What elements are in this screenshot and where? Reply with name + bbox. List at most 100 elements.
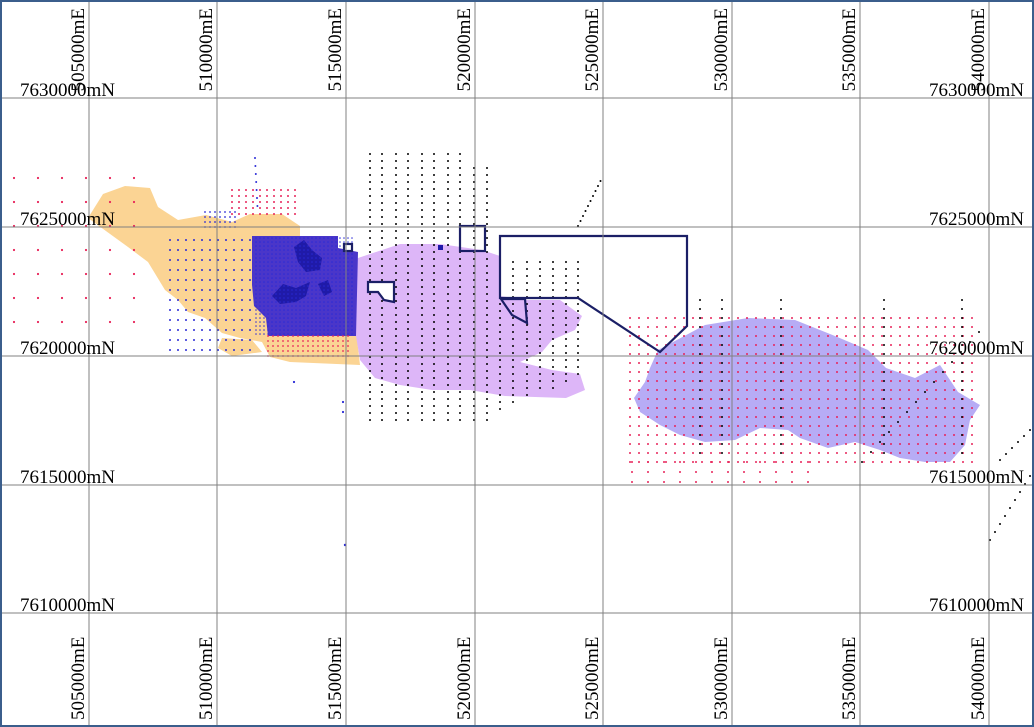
drill-collar <box>890 416 892 418</box>
drill-collar <box>961 299 963 301</box>
drill-collar <box>809 362 811 364</box>
drill-collar <box>737 380 739 382</box>
drill-collar <box>486 391 488 393</box>
drill-collar <box>773 371 775 373</box>
drill-collar <box>323 301 325 303</box>
drill-collar <box>552 352 554 354</box>
drill-collar <box>225 329 227 331</box>
drill-collar <box>699 326 701 328</box>
drill-collar <box>447 174 449 176</box>
drill-collar <box>899 380 901 382</box>
drill-collar <box>299 277 301 279</box>
drill-collar <box>263 281 265 283</box>
drill-collar <box>701 461 703 463</box>
drill-collar <box>539 261 541 263</box>
drill-collar <box>282 350 284 352</box>
drill-collar <box>699 308 701 310</box>
drill-collar <box>780 398 782 400</box>
drill-collar <box>526 338 528 340</box>
drill-collar <box>275 281 277 283</box>
drill-collar <box>791 461 793 463</box>
drill-collar <box>908 416 910 418</box>
drill-collar <box>512 275 514 277</box>
drill-collar <box>782 353 784 355</box>
drill-collar <box>719 416 721 418</box>
drill-collar <box>719 461 721 463</box>
drill-collar <box>267 261 269 263</box>
drill-collar <box>433 153 435 155</box>
drill-collar <box>872 317 874 319</box>
drill-collar <box>249 339 251 341</box>
drill-collar <box>327 293 329 295</box>
drill-collar <box>319 249 321 251</box>
drill-collar <box>782 326 784 328</box>
drill-collar <box>486 202 488 204</box>
drill-collar <box>342 350 344 352</box>
drill-collar <box>381 419 383 421</box>
drill-collar <box>863 335 865 337</box>
drill-collar <box>421 181 423 183</box>
drill-collar <box>827 452 829 454</box>
drill-collar <box>791 425 793 427</box>
drill-collar <box>327 249 329 251</box>
drill-collar <box>971 443 973 445</box>
drill-collar <box>459 202 461 204</box>
drill-collar <box>299 269 301 271</box>
drill-collar <box>499 366 501 368</box>
drill-collar <box>773 353 775 355</box>
drill-collar <box>177 349 179 351</box>
drill-collar <box>665 380 667 382</box>
easting-label-510000-bottom: 510000mE <box>196 637 217 720</box>
drill-collar <box>395 286 397 288</box>
drill-collar <box>526 261 528 263</box>
drill-collar <box>899 443 901 445</box>
drill-collar <box>683 461 685 463</box>
drill-collar <box>699 335 701 337</box>
drill-collar <box>267 249 269 251</box>
drill-collar <box>421 307 423 309</box>
northing-label-7630000: 7630000mN <box>20 80 115 101</box>
drill-collar <box>347 265 349 267</box>
drill-collar <box>339 321 341 323</box>
drill-collar <box>818 335 820 337</box>
drill-collar <box>351 277 353 279</box>
drill-collar <box>252 213 254 215</box>
drill-collar <box>287 195 289 197</box>
drill-collar <box>209 299 211 301</box>
drill-collar <box>287 189 289 191</box>
drill-collar <box>719 434 721 436</box>
drill-collar <box>291 245 293 247</box>
drill-collar <box>351 265 353 267</box>
drill-collar <box>728 362 730 364</box>
drill-collar <box>421 244 423 246</box>
drill-collar <box>433 209 435 211</box>
drill-collar <box>486 293 488 295</box>
drill-collar <box>299 249 301 251</box>
drill-collar <box>552 317 554 319</box>
drill-collar <box>759 481 761 483</box>
drill-collar <box>818 353 820 355</box>
drill-collar <box>872 425 874 427</box>
drill-collar <box>255 313 257 315</box>
drill-collar <box>486 251 488 253</box>
drill-collar <box>271 297 273 299</box>
drill-collar <box>369 328 371 330</box>
drill-collar <box>287 241 289 243</box>
drill-collar <box>323 329 325 331</box>
drill-collar <box>224 211 226 213</box>
drill-collar <box>132 320 136 324</box>
drill-collar <box>201 309 203 311</box>
drill-collar <box>279 289 281 291</box>
drill-collar <box>486 237 488 239</box>
drill-collar <box>36 272 40 276</box>
drill-collar <box>169 249 171 251</box>
drill-collar <box>255 285 257 287</box>
drill-collar <box>225 259 227 261</box>
drill-collar <box>267 289 269 291</box>
drill-collar <box>369 272 371 274</box>
drill-collar <box>459 377 461 379</box>
drill-collar <box>193 269 195 271</box>
drill-collar <box>108 176 112 180</box>
drill-collar <box>307 313 309 315</box>
drill-collar <box>674 434 676 436</box>
